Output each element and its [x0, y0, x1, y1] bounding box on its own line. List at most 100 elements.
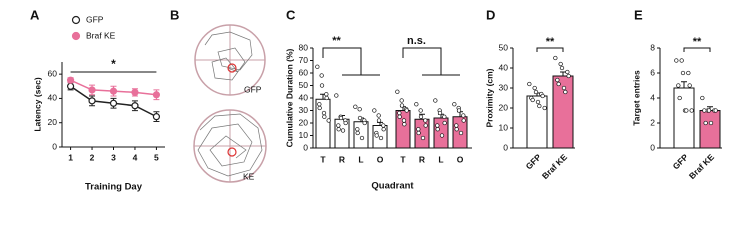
point — [109, 87, 118, 95]
data-point — [381, 123, 386, 128]
y-tick-label: 30 — [499, 82, 509, 92]
data-point — [420, 135, 426, 141]
y-axis-label: Target entries — [631, 70, 641, 126]
y-tick-label: 6 — [650, 67, 655, 77]
data-point — [435, 123, 440, 128]
x-tick-label: T — [400, 154, 406, 164]
data-point — [319, 73, 324, 78]
data-point — [674, 58, 679, 63]
data-point — [317, 102, 322, 107]
data-point — [461, 113, 466, 118]
y-tick-label: 40 — [48, 93, 58, 103]
y-axis-label: Cumulative Duration (%) — [284, 48, 294, 147]
y-tick-label: 20 — [48, 117, 58, 127]
data-point — [559, 65, 565, 71]
data-point — [442, 120, 447, 126]
y-tick-label: 40 — [299, 92, 309, 102]
x-tick-label: 1 — [68, 152, 73, 162]
x-tick-label: R — [339, 154, 345, 164]
data-point — [355, 127, 360, 132]
x-tick-label: 2 — [90, 152, 95, 162]
data-point — [334, 93, 339, 98]
y-tick-label: 20 — [499, 102, 509, 112]
x-axis-label: Training Day — [85, 182, 143, 193]
data-point — [404, 108, 409, 113]
significance: ** — [546, 36, 555, 48]
data-point — [423, 123, 428, 128]
data-point — [381, 127, 386, 132]
y-tick-label: 10 — [499, 122, 509, 132]
data-point — [378, 135, 384, 141]
data-point — [458, 130, 464, 136]
y-tick-label: 30 — [299, 105, 309, 115]
legend-label: GFP — [86, 14, 104, 24]
point — [66, 82, 75, 90]
data-point — [686, 70, 691, 76]
data-point — [687, 83, 692, 88]
data-point — [679, 58, 684, 63]
significance: ** — [693, 36, 702, 48]
panel-letter: B — [170, 7, 179, 22]
x-tick-label: 5 — [154, 152, 159, 162]
data-point — [700, 95, 705, 101]
data-point — [359, 135, 365, 141]
significance: n.s. — [407, 35, 426, 47]
data-point — [315, 64, 320, 69]
data-point — [442, 114, 447, 119]
data-point — [321, 110, 327, 116]
point — [152, 113, 161, 121]
panel-letter: E — [634, 7, 643, 22]
bar — [353, 121, 369, 149]
platform — [227, 147, 237, 157]
bar — [699, 110, 721, 149]
y-tick-label: 40 — [499, 62, 509, 72]
data-point — [399, 98, 404, 103]
point — [131, 102, 139, 110]
data-point — [542, 105, 547, 111]
data-point — [353, 104, 358, 109]
data-point — [395, 89, 400, 94]
data-point — [324, 95, 329, 101]
data-point — [338, 115, 344, 121]
x-tick-label: GFP — [671, 152, 691, 172]
point — [88, 86, 96, 94]
platform — [227, 63, 237, 73]
y-tick-label: 70 — [299, 55, 309, 65]
data-point — [706, 108, 712, 113]
panel-letter: C — [286, 7, 296, 22]
x-tick-label: Braf KE — [540, 152, 569, 181]
data-point — [435, 127, 440, 132]
error-bar — [560, 71, 566, 76]
data-point — [708, 120, 714, 126]
legend-marker — [71, 15, 81, 25]
data-point — [343, 120, 348, 126]
y-tick-label: 0 — [52, 141, 57, 151]
data-point — [402, 122, 407, 127]
data-point — [376, 113, 381, 118]
data-point — [535, 99, 541, 105]
legend-marker — [71, 31, 81, 41]
y-axis-label: Latency (sec) — [32, 77, 42, 131]
y-tick-label: 50 — [299, 80, 309, 90]
data-point — [530, 97, 535, 103]
data-point — [452, 102, 457, 107]
data-point — [540, 93, 545, 99]
data-point — [319, 83, 325, 88]
swim-path — [204, 31, 253, 81]
y-tick-label: 60 — [299, 67, 309, 77]
x-tick-label: R — [419, 154, 425, 164]
x-tick-label: 3 — [111, 152, 116, 162]
data-point — [437, 110, 443, 116]
data-point — [703, 120, 708, 126]
data-point — [418, 114, 424, 119]
x-tick-label: T — [320, 154, 326, 164]
group-label: GFP — [244, 84, 262, 94]
bar — [673, 87, 695, 149]
y-tick-label: 4 — [650, 92, 655, 102]
data-point — [418, 108, 423, 113]
data-point — [374, 133, 379, 138]
significance-bracket — [402, 47, 460, 76]
data-point — [355, 130, 360, 136]
data-point — [461, 118, 466, 123]
